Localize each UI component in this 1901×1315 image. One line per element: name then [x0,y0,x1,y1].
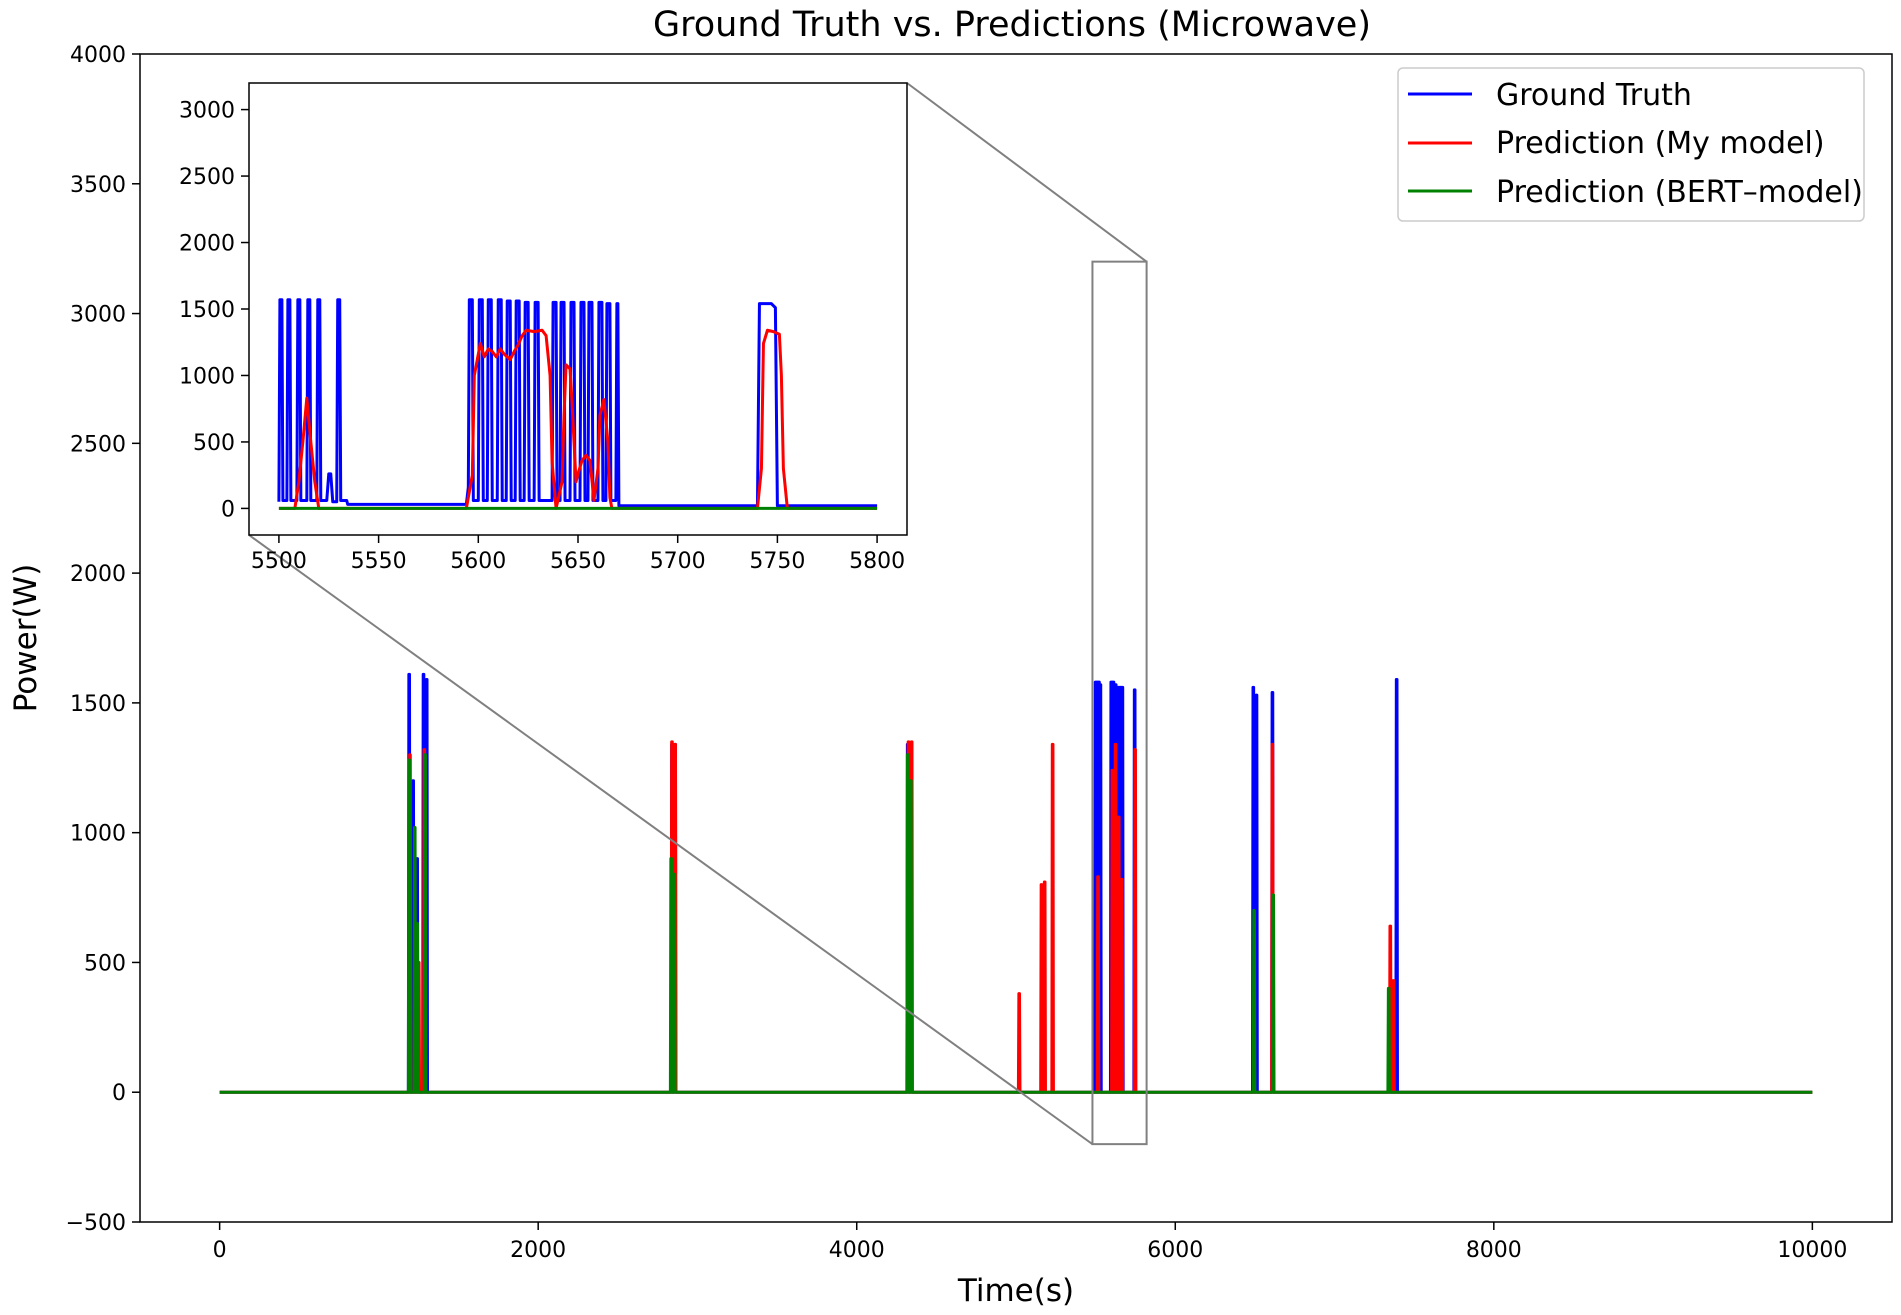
x-tick-label: 4000 [829,1238,885,1263]
inset-x-axis-ticks: 5500 5550 5600 5650 5700 5750 5800 [251,535,905,574]
legend-label-my-model: Prediction (My model) [1496,126,1825,161]
legend: Ground Truth Prediction (My model) Predi… [1397,67,1865,222]
zoom-connector-top [906,82,1148,263]
inset-y-tick-label: 1000 [179,364,235,389]
y-tick-label: −500 [66,1211,126,1236]
x-tick-label: 0 [213,1238,227,1263]
y-tick-label: 2000 [70,562,126,587]
inset-x-tick-label: 5800 [849,549,905,574]
x-tick-label: 2000 [510,1238,566,1263]
inset-y-tick-label: 500 [193,431,235,456]
inset-x-tick-label: 5600 [450,549,506,574]
zoom-indicator [248,82,1148,1146]
legend-label-ground-truth: Ground Truth [1496,78,1692,113]
y-tick-label: 0 [112,1081,126,1106]
y-tick-label: 3000 [70,303,126,328]
inset-chart: 5500 5550 5600 5650 5700 5750 5800 0 500 1000 150… [179,82,908,574]
y-axis-ticks: −500 0 500 1000 1500 2000 2500 3000 3500 4000 [66,43,140,1236]
y-tick-label: 1000 [70,822,126,847]
y-tick-label: 1500 [70,692,126,717]
x-tick-label: 8000 [1466,1238,1522,1263]
x-tick-label: 10000 [1777,1238,1847,1263]
legend-box [1397,67,1865,222]
inset-x-tick-label: 5750 [749,549,805,574]
y-tick-label: 2500 [70,432,126,457]
x-axis-ticks: 0 2000 4000 6000 8000 10000 [213,1222,1847,1263]
inset-y-tick-label: 3000 [179,99,235,124]
inset-y-tick-label: 1500 [179,298,235,323]
inset-y-tick-label: 0 [221,497,235,522]
main-series-line-1 [219,740,1813,1094]
zoom-connector-bottom [248,534,1094,1145]
inset-series-group [277,298,878,510]
inset-x-tick-label: 5500 [251,549,307,574]
zoom-region-rect [1091,260,1148,1146]
x-tick-label: 6000 [1147,1238,1203,1263]
y-tick-label: 500 [84,951,126,976]
y-axis-label: Power(W) [8,564,44,713]
inset-x-tick-label: 5650 [550,549,606,574]
inset-x-tick-label: 5700 [650,549,706,574]
main-axes-frame [139,53,1893,1223]
chart-title: Ground Truth vs. Predictions (Microwave) [653,5,1371,45]
inset-y-tick-label: 2500 [179,165,235,190]
x-axis-label: Time(s) [957,1273,1074,1309]
inset-x-tick-label: 5550 [351,549,407,574]
inset-background [249,83,907,535]
y-tick-label: 4000 [70,43,126,68]
inset-y-axis-ticks: 0 500 1000 1500 2000 2500 3000 [179,99,249,522]
y-tick-label: 3500 [70,173,126,198]
inset-y-tick-label: 2000 [179,232,235,257]
legend-label-bert-model: Prediction (BERT–model) [1496,175,1863,210]
main-series-line-2 [219,753,1813,1094]
main-series-group [219,672,1813,1094]
